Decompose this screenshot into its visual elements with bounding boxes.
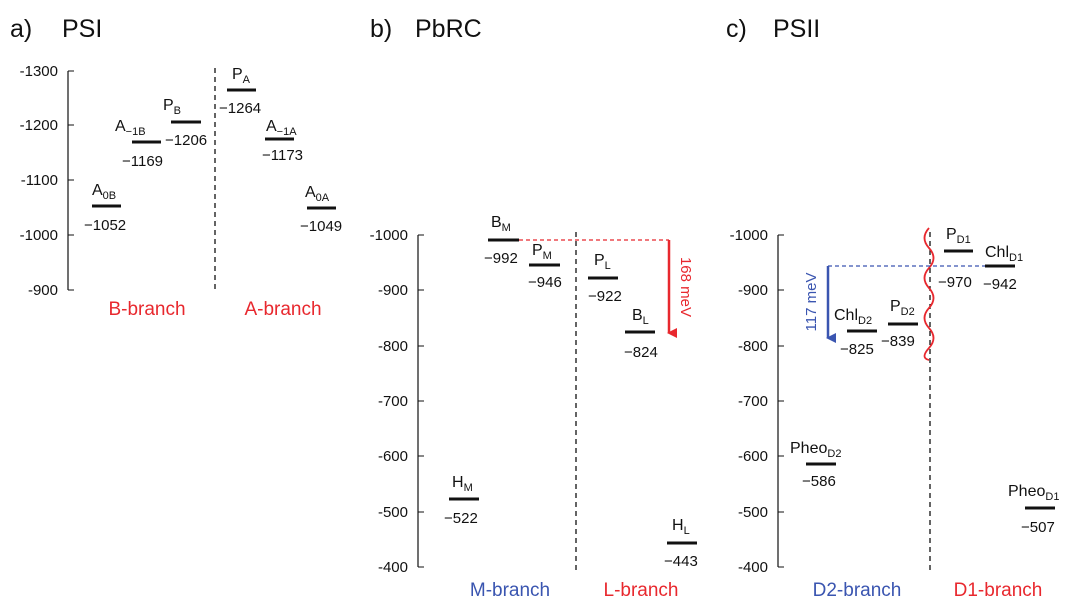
level-value: −1049: [300, 218, 342, 235]
level-value: −586: [802, 473, 836, 490]
level-label: A−1A: [266, 118, 297, 138]
y-tick-label: -900: [28, 282, 58, 299]
level-label: A−1B: [115, 118, 146, 138]
level-value: −1264: [219, 100, 261, 117]
level-label: A0A: [305, 184, 330, 204]
panel-title-psii: PSII: [773, 15, 820, 43]
level-pheod1: PheoD1 −507: [1008, 483, 1059, 536]
y-tick-label: -800: [738, 338, 768, 355]
level-label: PD1: [946, 226, 971, 246]
level-value: −443: [664, 553, 698, 570]
level-value: −1173: [262, 147, 303, 164]
level-pheod2: PheoD2 −586: [790, 440, 841, 490]
level-pm: PM −946: [528, 242, 562, 291]
level-label: ChlD2: [834, 307, 872, 327]
y-tick-label: -400: [378, 559, 408, 576]
branch-label-d2: D2-branch: [813, 580, 902, 600]
level-value: −1206: [165, 132, 207, 149]
y-axis-pbrc: -1000 -900 -800 -700 -600 -500 -400: [370, 227, 424, 576]
level-value: −942: [983, 276, 1017, 293]
level-label: PheoD2: [790, 440, 841, 460]
y-tick-label: -1300: [20, 63, 58, 80]
level-a-1a: A−1A −1173: [262, 118, 303, 164]
y-axis-psi: -1300 -1200 -1100 -1000 -900: [20, 63, 74, 299]
branch-label-b: B-branch: [108, 299, 185, 320]
y-tick-label: -700: [378, 393, 408, 410]
level-pa: PA −1264: [219, 66, 261, 117]
y-tick-label: -1000: [20, 227, 58, 244]
level-pl: PL −922: [588, 252, 622, 305]
level-label: PheoD1: [1008, 483, 1059, 503]
level-pd1: PD1 −970: [938, 226, 973, 291]
level-hl: HL −443: [664, 517, 698, 570]
y-tick-label: -1000: [370, 227, 408, 244]
level-value: −1169: [122, 153, 163, 170]
panel-pbrc: b) PbRC -1000 -900 -800 -700 -600 -500 -…: [370, 15, 698, 600]
y-tick-label: -600: [738, 448, 768, 465]
level-value: −1052: [84, 217, 126, 234]
panel-psii: c) PSII -1000 -900 -800 -700 -600 -500 -…: [726, 15, 1059, 600]
level-label: BL: [632, 307, 649, 327]
level-pd2: PD2 −839: [881, 298, 918, 350]
y-tick-label: -500: [378, 504, 408, 521]
branch-label-l: L-branch: [604, 580, 679, 600]
level-label: BM: [491, 214, 511, 234]
y-axis-psii: -1000 -900 -800 -700 -600 -500 -400: [730, 227, 784, 576]
y-tick-label: -900: [378, 282, 408, 299]
level-label: HL: [672, 517, 690, 537]
level-value: −970: [938, 274, 972, 291]
energy-gap-label: 117 meV: [803, 273, 820, 332]
level-value: −946: [528, 274, 562, 291]
branch-label-d1: D1-branch: [954, 580, 1043, 600]
level-label: PA: [232, 66, 251, 86]
level-hm: HM −522: [444, 474, 479, 527]
level-label: PD2: [890, 298, 915, 318]
panel-title-psi: PSI: [62, 15, 102, 43]
level-label: ChlD1: [985, 244, 1023, 264]
panel-psi: a) PSI -1300 -1200 -1100 -1000 -900 A0B …: [10, 15, 342, 320]
y-tick-label: -600: [378, 448, 408, 465]
level-label: A0B: [92, 182, 116, 202]
level-a0a: A0A −1049: [300, 184, 342, 235]
level-value: −839: [881, 333, 915, 350]
energy-gap-label: 168 meV: [677, 257, 694, 317]
level-chld1: ChlD1 −942: [983, 244, 1023, 293]
y-tick-label: -1100: [21, 172, 58, 189]
level-value: −522: [444, 510, 478, 527]
level-a-1b: A−1B −1169: [115, 118, 163, 170]
level-bl: BL −824: [624, 307, 658, 361]
y-tick-label: -900: [738, 282, 768, 299]
y-tick-label: -1000: [730, 227, 768, 244]
y-tick-label: -700: [738, 393, 768, 410]
panel-letter-a: a): [10, 15, 32, 43]
membrane-wave-line: [923, 227, 935, 361]
level-pb: PB −1206: [163, 97, 207, 149]
branch-label-m: M-branch: [470, 580, 550, 600]
panel-title-pbrc: PbRC: [415, 15, 482, 43]
level-label: HM: [452, 474, 473, 494]
level-chld2: ChlD2 −825: [834, 307, 877, 358]
y-tick-label: -400: [738, 559, 768, 576]
level-label: PB: [163, 97, 181, 117]
branch-label-a: A-branch: [244, 299, 321, 320]
y-tick-label: -500: [738, 504, 768, 521]
level-value: −992: [484, 250, 518, 267]
level-value: −824: [624, 344, 658, 361]
level-value: −825: [840, 341, 874, 358]
level-label: PM: [532, 242, 552, 262]
y-tick-label: -1200: [20, 117, 58, 134]
panel-letter-b: b): [370, 15, 392, 43]
level-bm: BM −992: [484, 214, 519, 267]
panel-letter-c: c): [726, 15, 747, 43]
level-label: PL: [594, 252, 611, 272]
level-a0b: A0B −1052: [84, 182, 126, 234]
y-tick-label: -800: [378, 338, 408, 355]
level-value: −922: [588, 288, 622, 305]
level-value: −507: [1021, 519, 1055, 536]
